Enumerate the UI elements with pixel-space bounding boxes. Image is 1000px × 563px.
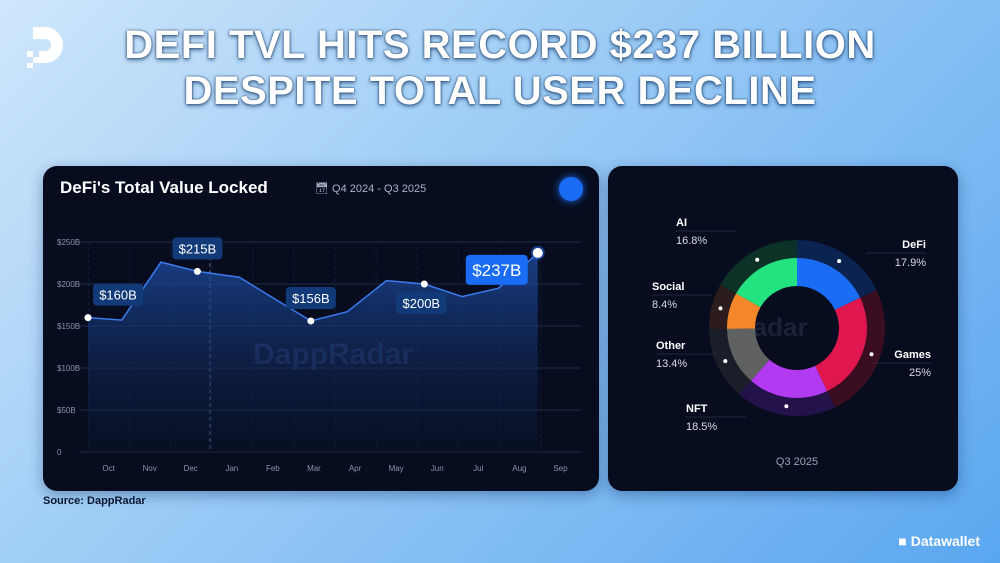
slice-marker bbox=[784, 404, 789, 409]
source-note: Source: DappRadar bbox=[43, 495, 146, 507]
donut-slice-nft bbox=[751, 359, 828, 398]
data-label: $160B bbox=[99, 288, 137, 303]
slice-name: NFT bbox=[686, 403, 708, 415]
y-tick-label: $150B bbox=[57, 322, 80, 331]
x-tick-label: Apr bbox=[349, 464, 362, 473]
donut-outer-ring-games bbox=[827, 290, 885, 408]
calendar-icon: 📅︎ bbox=[315, 183, 333, 195]
donut-slice-defi bbox=[797, 258, 861, 310]
brand-logo-icon bbox=[27, 27, 63, 68]
datawallet-logo-icon: ■ bbox=[898, 533, 907, 549]
donut-slice-games bbox=[815, 297, 867, 392]
data-label-box bbox=[396, 292, 447, 314]
x-tick-label: May bbox=[389, 464, 404, 473]
brand-name: Datawallet bbox=[910, 533, 980, 549]
slice-name: AI bbox=[676, 217, 687, 229]
x-tick-label: Sep bbox=[553, 464, 568, 473]
x-tick-label: Feb bbox=[266, 464, 280, 473]
slice-value: 25% bbox=[909, 367, 931, 379]
donut-outer-ring-nft bbox=[739, 380, 835, 416]
y-tick-label: $100B bbox=[57, 364, 80, 373]
slice-value: 17.9% bbox=[895, 257, 926, 269]
slice-name: Social bbox=[652, 281, 684, 293]
data-label-box bbox=[285, 286, 336, 309]
slice-marker bbox=[755, 257, 760, 262]
x-tick-label: Nov bbox=[143, 464, 157, 473]
headline-line-2: DESPITE TOTAL USER DECLINE bbox=[183, 69, 817, 113]
x-tick-label: Dec bbox=[184, 464, 198, 473]
datawallet-brand: ■ Datawallet bbox=[898, 533, 980, 549]
y-tick-label: $50B bbox=[57, 406, 76, 415]
chart-title: DeFi's Total Value Locked bbox=[60, 178, 268, 197]
date-range-text: Q4 2024 - Q3 2025 bbox=[332, 183, 427, 195]
tvl-line bbox=[87, 252, 539, 322]
data-point bbox=[193, 267, 201, 275]
tvl-area-chart: 0 $50B $100B $150B $200B $250B Oct Nov Dec Jan Feb… bbox=[57, 237, 581, 473]
slice-marker bbox=[837, 259, 842, 264]
category-donut-panel: pRadar DeFi 17.9% Games 25% NFT 18.5% Other 13.4… bbox=[608, 166, 958, 491]
slice-name: DeFi bbox=[902, 239, 926, 251]
y-tick-label: $200B bbox=[57, 280, 80, 289]
data-point bbox=[307, 317, 315, 325]
donut-outer-ring-defi bbox=[797, 240, 877, 298]
tvl-chart-panel: DeFi's Total Value Locked 📅︎ Q4 2024 - Q… bbox=[43, 166, 599, 491]
slice-marker bbox=[869, 352, 874, 357]
donut-slice-other bbox=[727, 328, 770, 381]
data-label-box bbox=[93, 283, 143, 306]
data-point bbox=[532, 247, 543, 258]
donut-period-label: Q3 2025 bbox=[776, 456, 818, 468]
slice-name: Games bbox=[894, 349, 931, 361]
x-tick-label: Oct bbox=[102, 464, 115, 473]
data-label: $200B bbox=[403, 296, 441, 311]
x-tick-label: Jun bbox=[431, 464, 444, 473]
headline-line-1: DEFI TVL HITS RECORD $237 BILLION bbox=[124, 23, 876, 67]
donut-outer-ring-ai bbox=[720, 240, 797, 294]
data-label-box bbox=[172, 237, 223, 260]
x-tick-label: Aug bbox=[512, 464, 526, 473]
data-point bbox=[84, 314, 92, 322]
data-label-box bbox=[465, 254, 528, 285]
dappradar-badge-icon bbox=[559, 177, 583, 201]
slice-value: 8.4% bbox=[652, 299, 677, 311]
donut-outer-ring-other bbox=[709, 328, 752, 395]
data-label: $156B bbox=[292, 291, 330, 306]
data-label: $237B bbox=[472, 261, 521, 280]
y-tick-label: $250B bbox=[57, 238, 80, 247]
donut-outer-ring-social bbox=[709, 284, 737, 330]
y-tick-label: 0 bbox=[57, 448, 62, 457]
data-point bbox=[420, 280, 428, 288]
slice-name: Other bbox=[656, 340, 686, 352]
x-tick-label: Jul bbox=[473, 464, 483, 473]
x-tick-label: Jan bbox=[225, 464, 238, 473]
slice-value: 18.5% bbox=[686, 421, 717, 433]
slice-marker bbox=[718, 306, 723, 311]
donut-slice-ai bbox=[736, 258, 797, 308]
slice-value: 16.8% bbox=[676, 235, 707, 247]
category-donut-chart: pRadarDeFi17.9%Games25%NFT18.5%Other13.4… bbox=[652, 217, 931, 468]
date-range: 📅︎ Q4 2024 - Q3 2025 bbox=[315, 182, 426, 195]
slice-marker bbox=[723, 359, 728, 364]
x-tick-label: Mar bbox=[307, 464, 321, 473]
slice-value: 13.4% bbox=[656, 358, 687, 370]
headline: DEFI TVL HITS RECORD $237 BILLION DESPIT… bbox=[0, 22, 1000, 114]
donut-slice-social bbox=[727, 293, 761, 329]
data-label: $215B bbox=[179, 241, 217, 256]
